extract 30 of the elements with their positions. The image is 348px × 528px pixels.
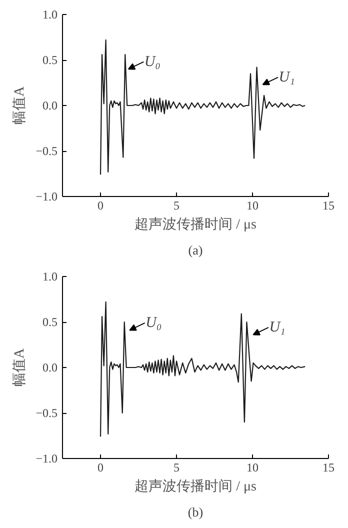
x-tick-label: 5 <box>174 198 180 212</box>
y-axis-title: 幅值A <box>12 348 28 387</box>
y-tick-label: 0.0 <box>42 98 58 112</box>
annotation: U₁ <box>278 69 295 86</box>
y-tick-label: 0.5 <box>42 315 58 329</box>
y-axis-title: 幅值A <box>12 86 28 125</box>
text: (a) <box>188 242 203 258</box>
y-tick-label: 0.0 <box>42 360 58 374</box>
y-tick-label: 0.5 <box>42 53 58 67</box>
text: (b) <box>188 504 204 520</box>
y-tick-label: −0.5 <box>36 144 58 158</box>
x-tick-label: 10 <box>246 198 258 212</box>
y-tick-label: −1.0 <box>36 190 58 204</box>
line-series <box>100 301 306 438</box>
annotation: U₀ <box>144 54 160 70</box>
line-series <box>100 39 306 176</box>
y-tick-label: −0.5 <box>36 406 58 420</box>
annotation: U₀ <box>146 314 162 331</box>
x-tick-label: 15 <box>322 460 334 474</box>
x-axis-title: 超声波传播时间 / μs <box>134 216 256 232</box>
x-tick-label: 5 <box>174 460 180 474</box>
y-tick-label: 1.0 <box>42 8 58 22</box>
x-tick-label: 0 <box>98 198 104 212</box>
y-tick-label: −1.0 <box>36 452 58 466</box>
annotation: U₁ <box>269 319 286 336</box>
x-axis-title: 超声波传播时间 / μs <box>134 478 256 494</box>
y-tick-label: 1.0 <box>42 270 58 284</box>
x-tick-label: 0 <box>98 460 104 474</box>
x-tick-label: 10 <box>246 460 258 474</box>
x-tick-label: 15 <box>322 198 334 212</box>
